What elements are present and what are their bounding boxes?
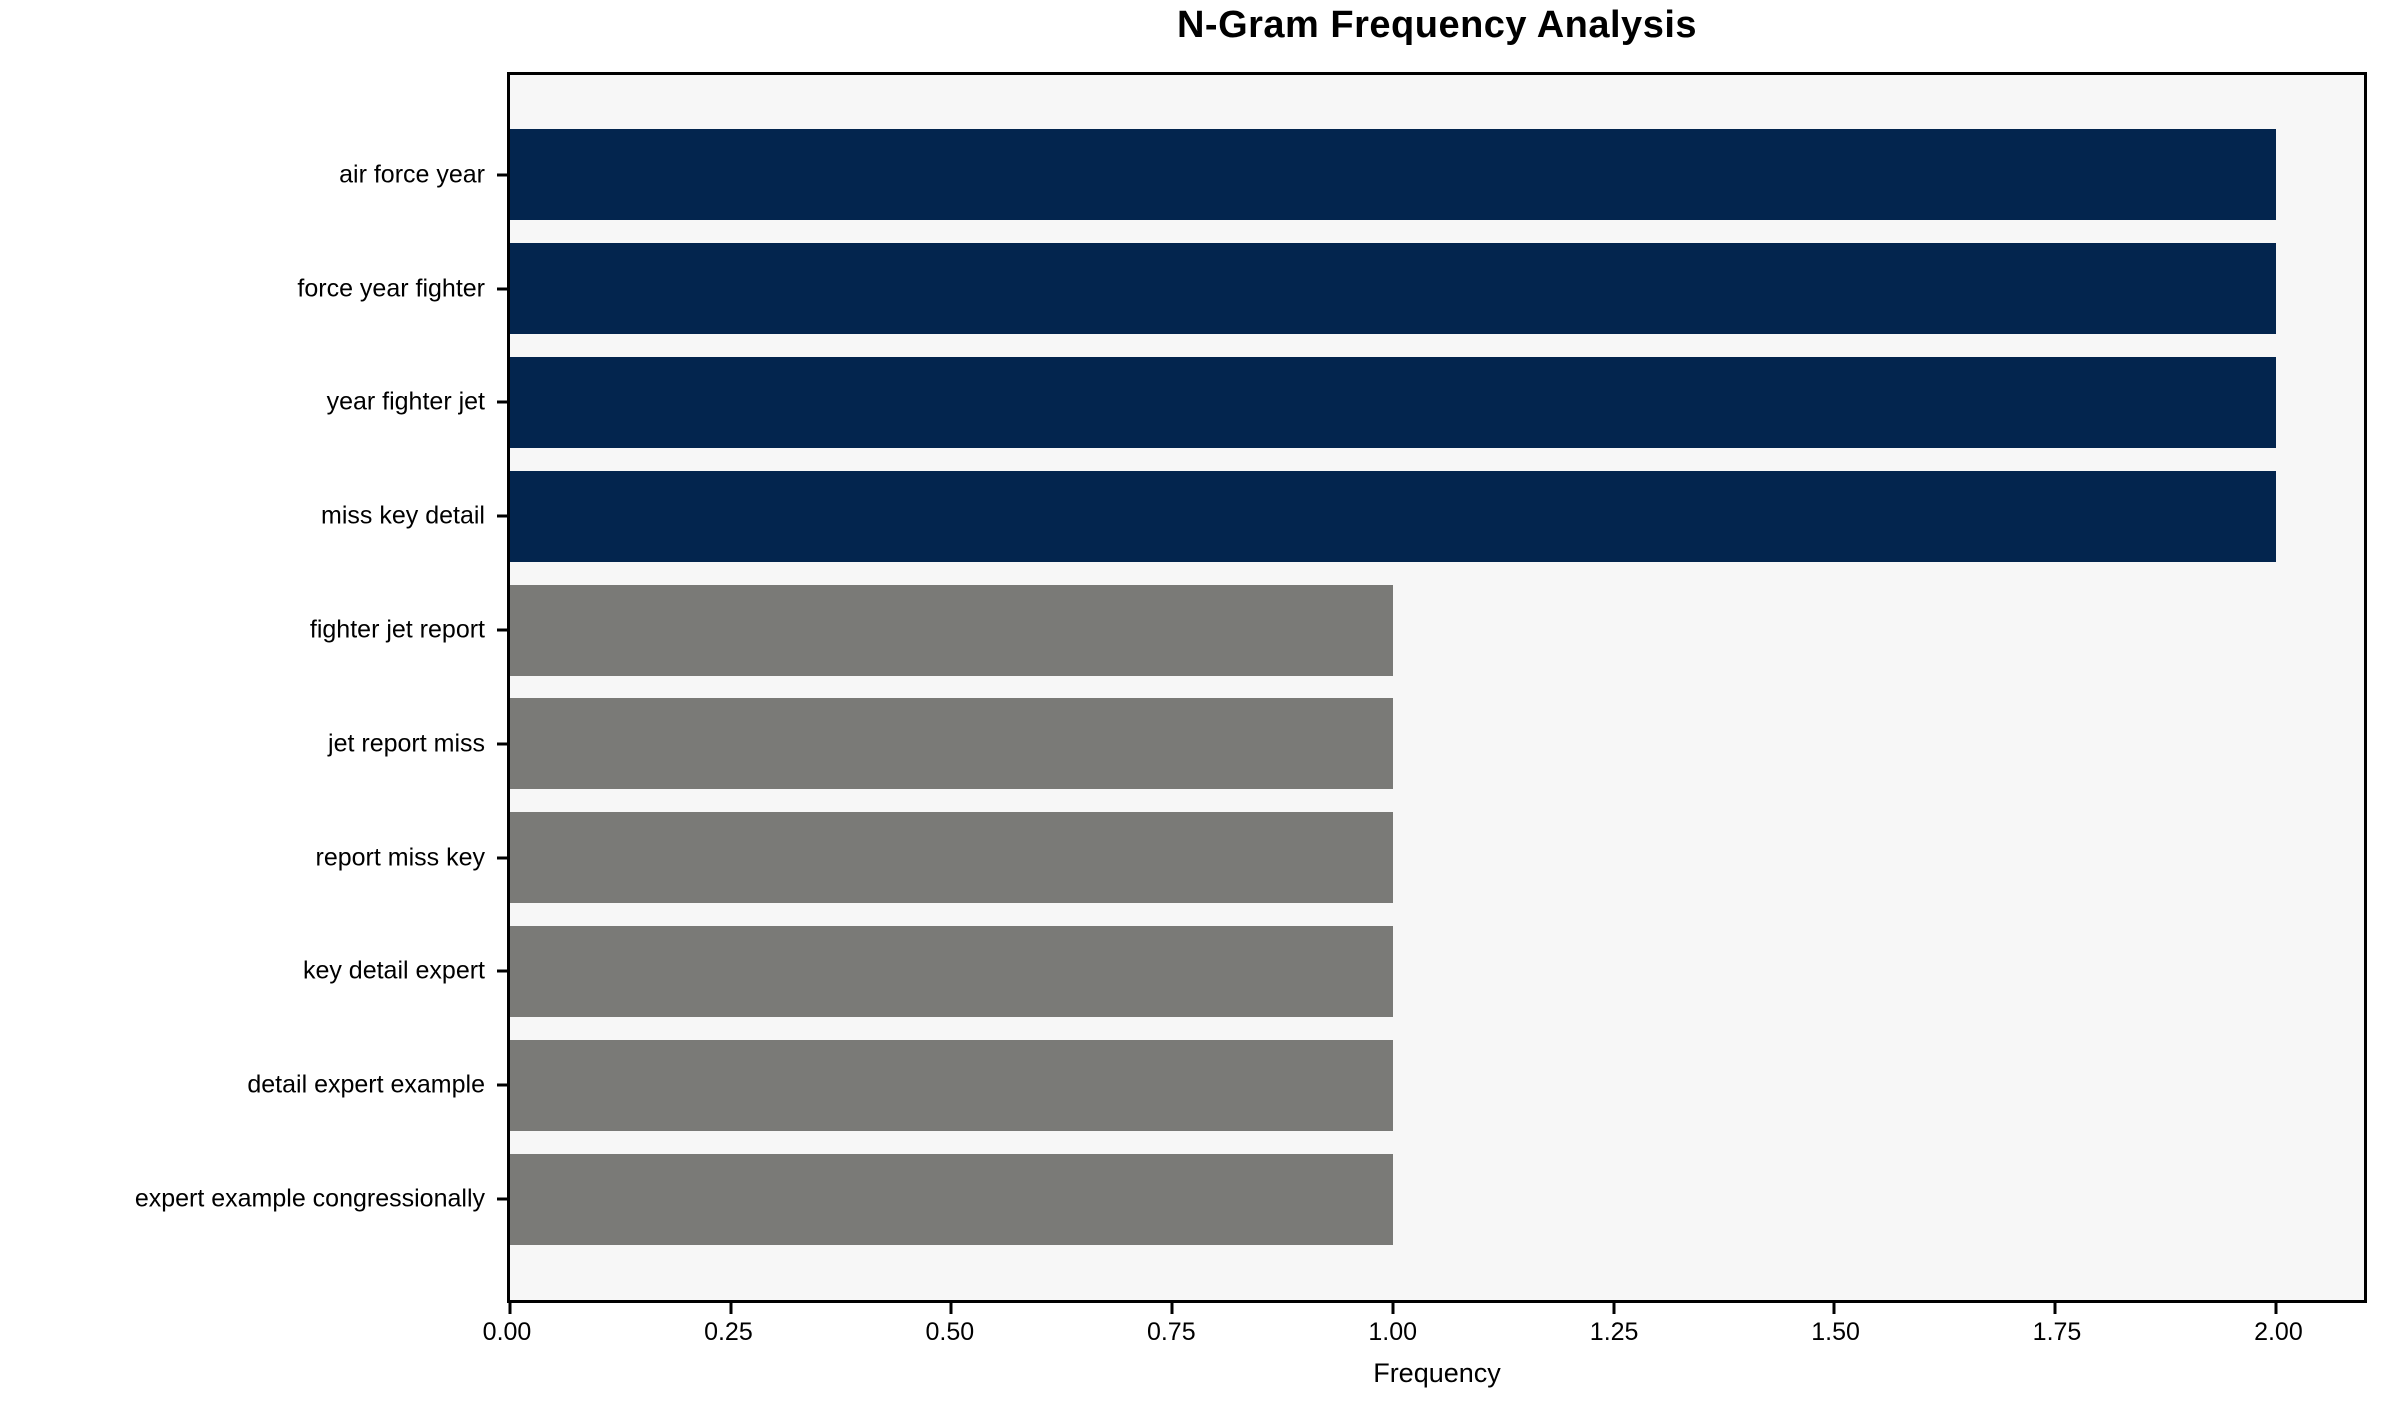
y-tick-mark xyxy=(497,400,508,404)
y-tick-mark xyxy=(497,1197,508,1201)
bar xyxy=(510,243,2276,335)
x-tick-mark xyxy=(508,1303,512,1314)
y-tick-mark xyxy=(497,173,508,177)
x-tick-mark xyxy=(729,1303,733,1314)
x-tick-mark xyxy=(949,1303,953,1314)
bar-row: expert example congressionally xyxy=(135,1142,2364,1256)
y-tick-label: air force year xyxy=(339,160,485,189)
x-tick-label: 1.50 xyxy=(1811,1318,1860,1346)
x-axis-title: Frequency xyxy=(1373,1358,1501,1388)
bar-row: year fighter jet xyxy=(327,346,2364,460)
y-tick-label: miss key detail xyxy=(321,501,485,530)
x-tick-label: 1.25 xyxy=(1589,1318,1639,1346)
bar-row: jet report miss xyxy=(328,687,2364,801)
bar xyxy=(510,470,2276,562)
bar-row: key detail expert xyxy=(303,915,2364,1029)
y-tick-label: fighter jet report xyxy=(309,615,485,644)
x-tick-mark xyxy=(2053,1303,2057,1314)
x-tick-mark xyxy=(1391,1303,1395,1314)
bar xyxy=(510,925,1393,1017)
bar xyxy=(510,1153,1393,1245)
bar-row: fighter jet report xyxy=(310,573,2364,687)
y-tick-label: year fighter jet xyxy=(326,387,485,416)
y-tick-label: report miss key xyxy=(315,843,485,872)
bar-row: detail expert example xyxy=(247,1028,2364,1142)
y-tick-mark xyxy=(497,856,508,860)
y-tick-mark xyxy=(497,742,508,746)
bar xyxy=(510,812,1393,904)
y-tick-mark xyxy=(497,1083,508,1087)
bar xyxy=(510,129,2276,221)
x-axis-ticks: 0.00 0.25 0.50 0.75 1.00 1.25 1.50 1.75 2.00 xyxy=(483,1318,2367,1350)
y-tick-mark xyxy=(497,514,508,518)
x-tick-label: 1.00 xyxy=(1368,1318,1418,1346)
bar-row: miss key detail xyxy=(321,459,2364,573)
x-tick-label: 0.00 xyxy=(482,1318,532,1346)
bar-rows: air force year force year fighter year fig… xyxy=(135,75,2364,1300)
y-tick-label: expert example congressionally xyxy=(134,1184,485,1213)
y-tick-label: jet report miss xyxy=(328,729,485,758)
bar xyxy=(510,356,2276,448)
y-tick-label: force year fighter xyxy=(297,274,485,303)
bar-row: report miss key xyxy=(316,801,2364,915)
chart-title: N-Gram Frequency Analysis xyxy=(1176,4,1698,46)
bar-row: force year fighter xyxy=(297,232,2364,346)
x-tick-label: 0.75 xyxy=(1146,1318,1196,1346)
y-tick-mark xyxy=(497,969,508,973)
x-tick-label: 1.75 xyxy=(2032,1318,2082,1346)
y-tick-label: key detail expert xyxy=(302,956,485,985)
bar xyxy=(510,1039,1393,1131)
y-tick-mark xyxy=(497,287,508,291)
bar xyxy=(510,584,1393,676)
y-tick-mark xyxy=(497,628,508,632)
plot-area: air force year force year fighter year fig… xyxy=(135,72,2367,1314)
x-tick-label: 2.00 xyxy=(2254,1318,2303,1346)
x-tick-mark xyxy=(1612,1303,1616,1314)
x-tick-mark xyxy=(1832,1303,1836,1314)
x-tick-label: 0.50 xyxy=(925,1318,975,1346)
x-tick-mark xyxy=(1170,1303,1174,1314)
bar-row: air force year xyxy=(339,118,2364,232)
y-tick-label: detail expert example xyxy=(247,1070,485,1099)
bar xyxy=(510,698,1393,790)
x-tick-mark xyxy=(2274,1303,2278,1314)
x-tick-label: 0.25 xyxy=(704,1318,753,1346)
